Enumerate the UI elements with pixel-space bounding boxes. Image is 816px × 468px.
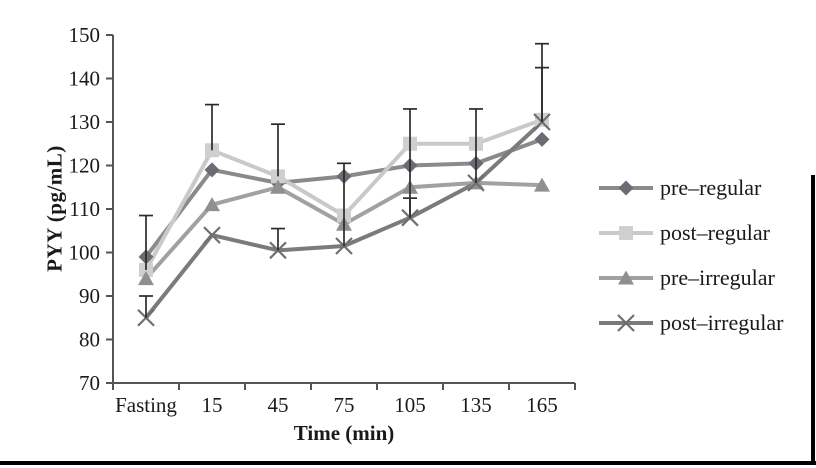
series-pre-regular-diamond-marker [534, 131, 550, 147]
series-post-irregular-x-marker [269, 241, 287, 260]
series-post-irregular-x-marker [203, 226, 221, 244]
legend-square-marker [619, 225, 633, 240]
legend-x-marker [617, 313, 635, 332]
x-tick-label: 105 [394, 393, 426, 417]
legend-item-pre-regular: pre–regular [598, 165, 783, 210]
x-tick-label: 45 [268, 393, 289, 417]
y-tick-label: 130 [69, 110, 101, 134]
legend-swatch-triangle-icon [599, 270, 653, 284]
y-tick-label: 120 [69, 154, 101, 178]
legend-label: post–regular [660, 219, 770, 245]
x-tick-label: 135 [460, 393, 492, 417]
series-pre-irregular-triangle-marker [534, 177, 550, 192]
y-tick-label: 90 [79, 284, 100, 308]
y-axis-title: PYY (pg/mL) [42, 145, 67, 272]
y-tick-label: 150 [69, 23, 101, 47]
series-pre-irregular-triangle-marker [204, 197, 220, 212]
y-tick-label: 100 [69, 241, 101, 265]
y-tick-label: 140 [69, 67, 101, 91]
x-tick-label: 75 [334, 393, 355, 417]
legend-swatch-x-icon [599, 313, 653, 332]
series-pre-irregular-triangle-marker [138, 271, 154, 286]
x-tick-label: Fasting [115, 393, 177, 417]
legend-swatch-diamond-icon [599, 180, 653, 195]
x-tick-label: 15 [202, 393, 223, 417]
x-axis-title: Time (min) [293, 421, 395, 445]
legend-label: pre–regular [660, 174, 762, 200]
legend-label: post–irregular [660, 309, 784, 335]
series-pre-irregular-triangle-marker [270, 179, 286, 194]
y-tick-label: 70 [79, 371, 100, 395]
y-tick-label: 110 [69, 197, 100, 221]
frame-border-bottom [0, 461, 816, 465]
legend-swatch-square-icon [599, 225, 653, 240]
y-tick-label: 80 [79, 328, 100, 352]
legend-triangle-marker [618, 270, 634, 284]
legend: pre–regular post–regular pre–irregular post… [598, 165, 783, 345]
series-pre-regular-diamond-marker [204, 162, 220, 178]
legend-item-pre-irregular: pre–irregular [598, 255, 783, 300]
frame-border-right [811, 175, 815, 465]
legend-item-post-regular: post–regular [598, 210, 783, 255]
legend-label: pre–irregular [660, 264, 775, 290]
x-tick-label: 165 [526, 393, 558, 417]
legend-item-post-irregular: post–irregular [598, 300, 783, 345]
legend-diamond-marker [618, 180, 634, 195]
